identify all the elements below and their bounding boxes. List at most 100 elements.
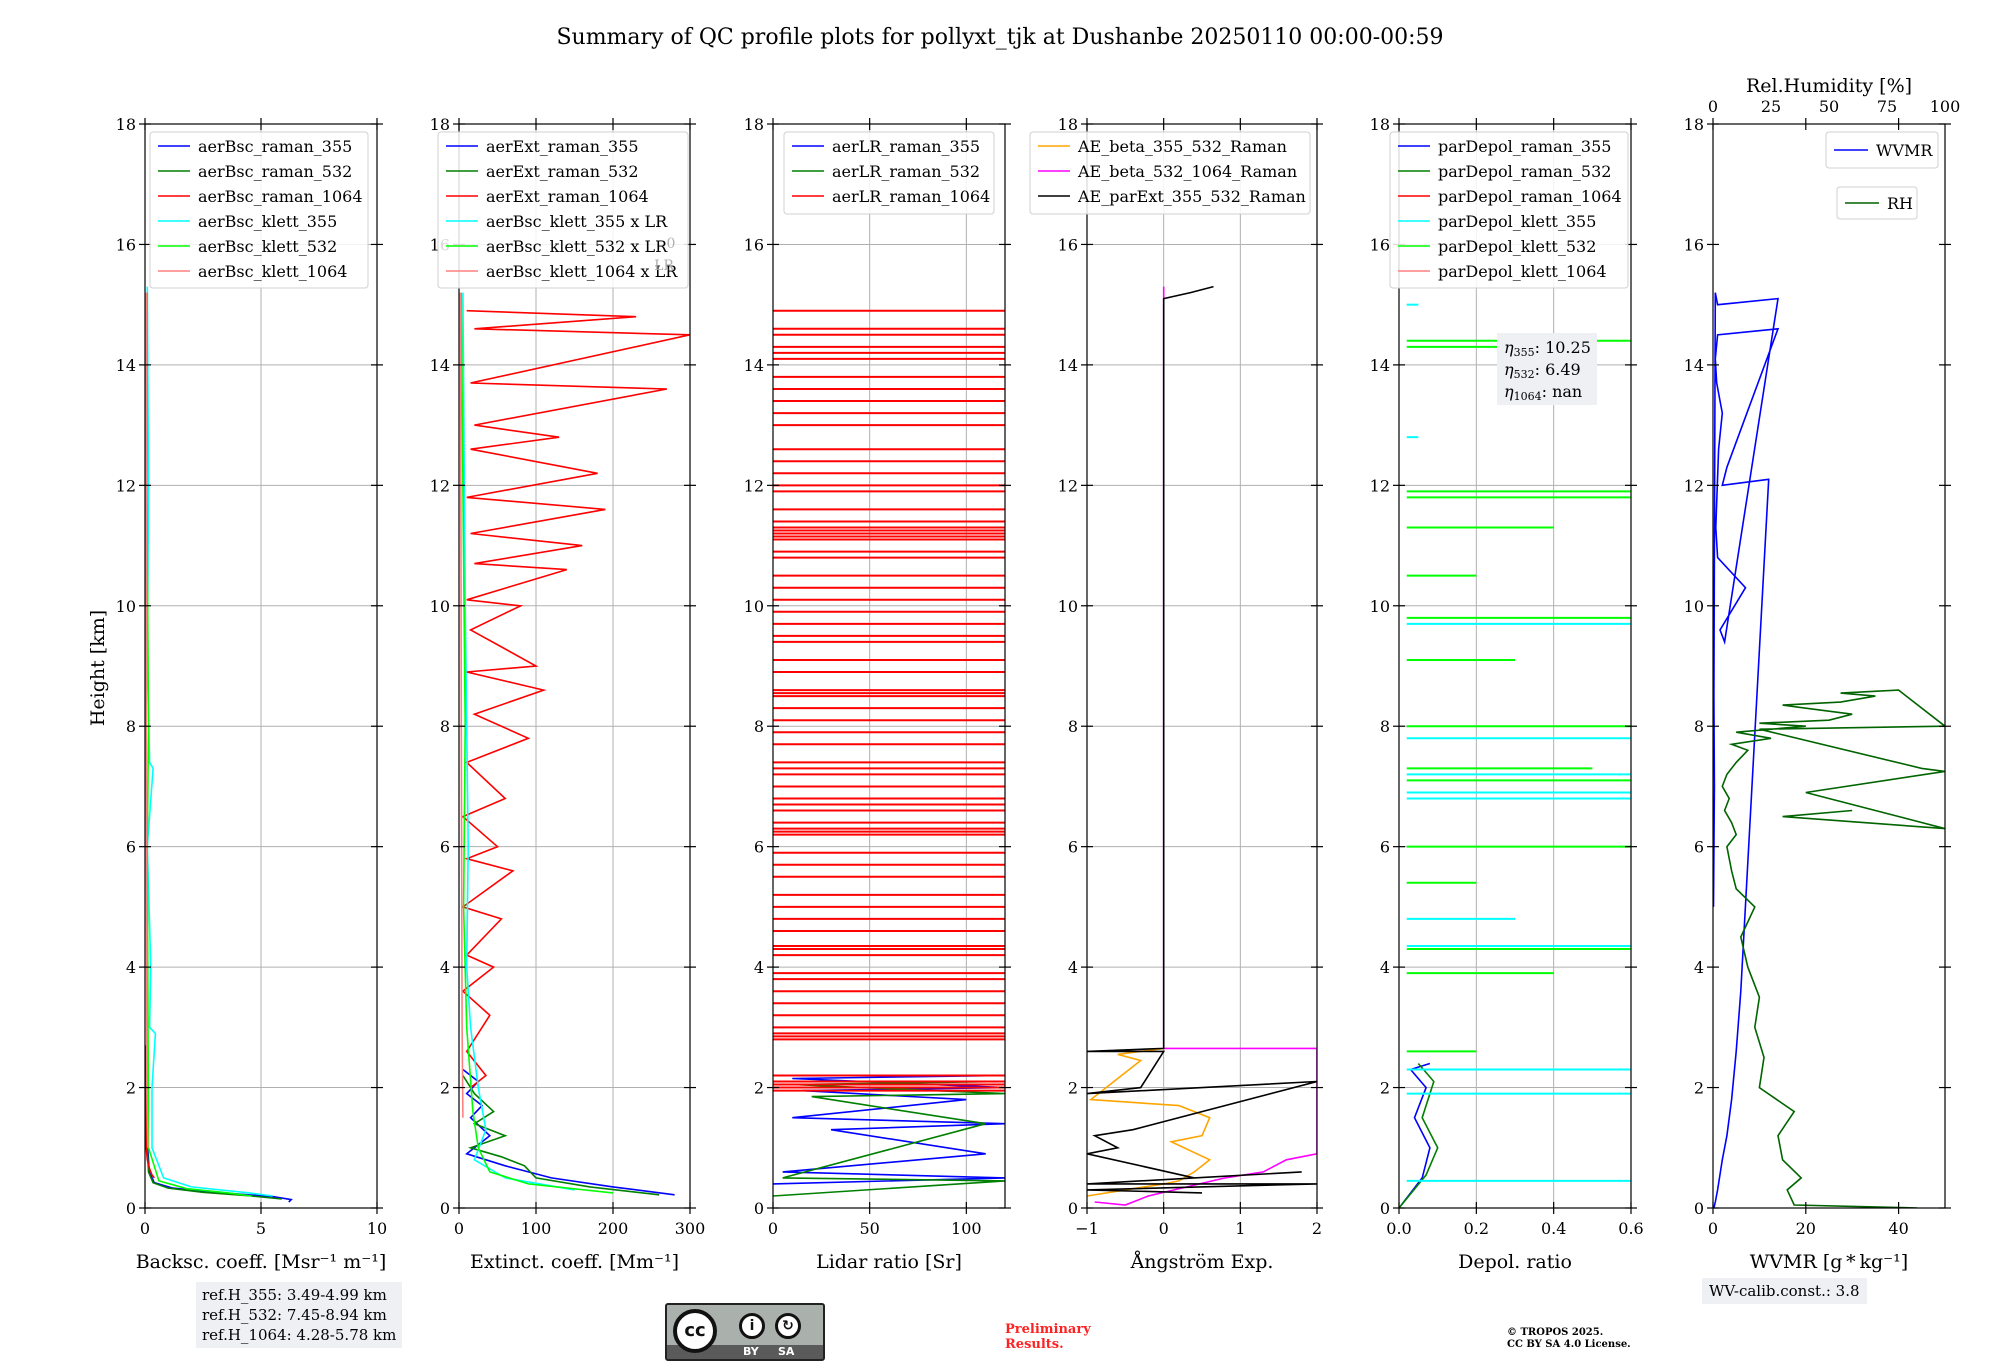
legend-label: aerBsc_klett_532 x LR — [486, 237, 668, 256]
eta-symbol: η — [1504, 338, 1514, 357]
y-tick-label: 4 — [1694, 958, 1704, 977]
axes-frame — [1712, 123, 1946, 1209]
eta-value: : 6.49 — [1535, 360, 1581, 379]
figure-title: Summary of QC profile plots for pollyxt_… — [556, 25, 1443, 50]
legend-label: RH — [1887, 194, 1913, 213]
y-tick-label: 4 — [1380, 958, 1390, 977]
x-tick-label: 50 — [859, 1219, 879, 1238]
y-tick-label: 10 — [116, 597, 136, 616]
ref-height-532: ref.H_532: 7.45-8.94 km — [202, 1306, 387, 1324]
y-tick-label: 16 — [1370, 235, 1390, 254]
y-tick-label: 2 — [1380, 1079, 1390, 1098]
y-tick-label: 0 — [1694, 1199, 1704, 1218]
top-tick-label: 50 — [1819, 97, 1839, 116]
x-tick-label: 1 — [1235, 1219, 1245, 1238]
y-tick-label: 0 — [754, 1199, 764, 1218]
panel-depol: 0 2 4 6 8 10 12 14 16 18 0.0 0.2 0.4 0.6 Depol. ratio p… — [1370, 115, 1644, 1273]
copyright-line-2: CC BY SA 4.0 License. — [1507, 1339, 1631, 1350]
y-tick-label: 12 — [744, 476, 764, 495]
legend-label: aerBsc_klett_532 — [198, 237, 337, 256]
wv-calibration-box: WV-calib.const.: 3.8 — [1702, 1278, 1867, 1304]
eta-subscript: 355 — [1514, 346, 1535, 359]
series-group — [1087, 285, 1317, 1206]
x-axis-label: Ångström Exp. — [1130, 1251, 1274, 1273]
y-tick-label: 14 — [430, 356, 450, 375]
x-axis-label: Extinct. coeff. [Mm⁻¹] — [470, 1251, 679, 1273]
legend-label: aerBsc_klett_355 — [198, 212, 337, 231]
series-line-parDepol_raman_355 — [1399, 1062, 1431, 1208]
axes-frame — [1086, 123, 1318, 1209]
x-tick-label: 0 — [454, 1219, 464, 1238]
x-axis-label: Lidar ratio [Sr] — [816, 1251, 962, 1273]
legend-box — [1825, 131, 1939, 169]
panel-ext: 0246810121416180100200300Extinct. coeff.… — [430, 115, 706, 1273]
legend-box — [783, 131, 995, 215]
legend: WVMR RH — [1825, 131, 1939, 220]
legend-label: AE_beta_532_1064_Raman — [1077, 162, 1297, 181]
x-tick-label: 40 — [1888, 1219, 1908, 1238]
y-tick-label: 6 — [1068, 838, 1078, 857]
copyright-notice: © TROPOS 2025. CC BY SA 4.0 License. — [1507, 1327, 1631, 1351]
y-tick-label: 0 — [126, 1199, 136, 1218]
y-tick-label: 16 — [116, 235, 136, 254]
y-tick-label: 0 — [1380, 1199, 1390, 1218]
series-line-aerBsc_klett_532 x LR — [460, 292, 614, 1194]
series-group — [1713, 292, 1945, 1208]
legend-label: aerExt_raman_532 — [486, 162, 639, 181]
legend: aerBsc_raman_355 aerBsc_raman_532 aerBsc_r… — [149, 131, 369, 289]
y-tick-label: 18 — [744, 115, 764, 134]
y-tick-label: 4 — [754, 958, 764, 977]
eta-line: η355: 10.25 — [1504, 338, 1591, 359]
top-tick-label: 0 — [1708, 97, 1718, 116]
legend-label: parDepol_klett_1064 — [1438, 262, 1607, 281]
legend-label: aerExt_raman_1064 — [486, 187, 649, 206]
legend-label: aerBsc_klett_355 x LR — [486, 212, 668, 231]
x-tick-label: 0 — [140, 1219, 150, 1238]
series-line-aerLR_raman_355 — [773, 1074, 1005, 1185]
series-line-aerBsc_klett_355 x LR — [462, 292, 575, 1191]
eta-value: : nan — [1542, 382, 1583, 401]
y-tick-label: 14 — [116, 356, 136, 375]
y-tick-label: 2 — [1068, 1079, 1078, 1098]
x-tick-label: 2 — [1312, 1219, 1322, 1238]
overlap-text: LR — [654, 258, 674, 274]
share-alike-icon: ↻ — [775, 1313, 801, 1339]
legend-label: aerBsc_raman_532 — [198, 162, 352, 181]
legend-box — [149, 131, 369, 289]
y-tick-label: 8 — [1380, 717, 1390, 736]
panel-lr: 0 2 4 6 8 10 12 14 16 18 0 50 100 Lidar ratio [Sr] aer… — [744, 115, 1011, 1273]
cc-by-label: BY — [743, 1345, 759, 1358]
y-tick-label: 18 — [430, 115, 450, 134]
legend-label: AE_beta_355_532_Raman — [1077, 137, 1287, 156]
top-tick-label: 75 — [1877, 97, 1897, 116]
legend-label: aerBsc_klett_1064 x LR — [486, 262, 678, 281]
y-tick-label: 0 — [1068, 1199, 1078, 1218]
preliminary-line-1: Preliminary — [1005, 1322, 1091, 1337]
y-tick-label: 12 — [1370, 476, 1390, 495]
y-tick-label: 6 — [440, 838, 450, 857]
y-tick-label: 4 — [1068, 958, 1078, 977]
legend-box — [437, 131, 689, 289]
legend-label: aerExt_raman_355 — [486, 137, 639, 156]
eta-line: η1064: nan — [1504, 382, 1582, 403]
x-tick-label: 100 — [521, 1219, 552, 1238]
ref-height-1064: ref.H_1064: 4.28-5.78 km — [202, 1326, 397, 1344]
top-tick-label: 25 — [1761, 97, 1781, 116]
eta-line: η532: 6.49 — [1504, 360, 1581, 381]
panel-bsc: 0 2 4 6 8 10 12 14 16 18 0 5 10 Backsc. coeff. [Msr⁻¹… — [87, 115, 387, 1273]
cc-by-sa-badge: cc i ↻ BY SA — [665, 1303, 825, 1361]
x-tick-label: −1 — [1075, 1219, 1099, 1238]
reference-height-box: ref.H_355: 3.49-4.99 km ref.H_532: 7.45-… — [196, 1282, 403, 1348]
y-tick-label: 8 — [1694, 717, 1704, 736]
legend: AE_beta_355_532_Raman AE_beta_532_1064_Ra… — [1029, 131, 1311, 215]
copyright-line-1: © TROPOS 2025. — [1507, 1327, 1604, 1338]
cc-icon: cc — [673, 1309, 717, 1353]
legend-label: aerBsc_klett_1064 — [198, 262, 347, 281]
y-tick-label: 12 — [1058, 476, 1078, 495]
series-line-aerBsc_klett_532 — [146, 292, 252, 1197]
y-tick-label: 10 — [1684, 597, 1704, 616]
x-axis-label: Backsc. coeff. [Msr⁻¹ m⁻¹] — [136, 1251, 387, 1273]
